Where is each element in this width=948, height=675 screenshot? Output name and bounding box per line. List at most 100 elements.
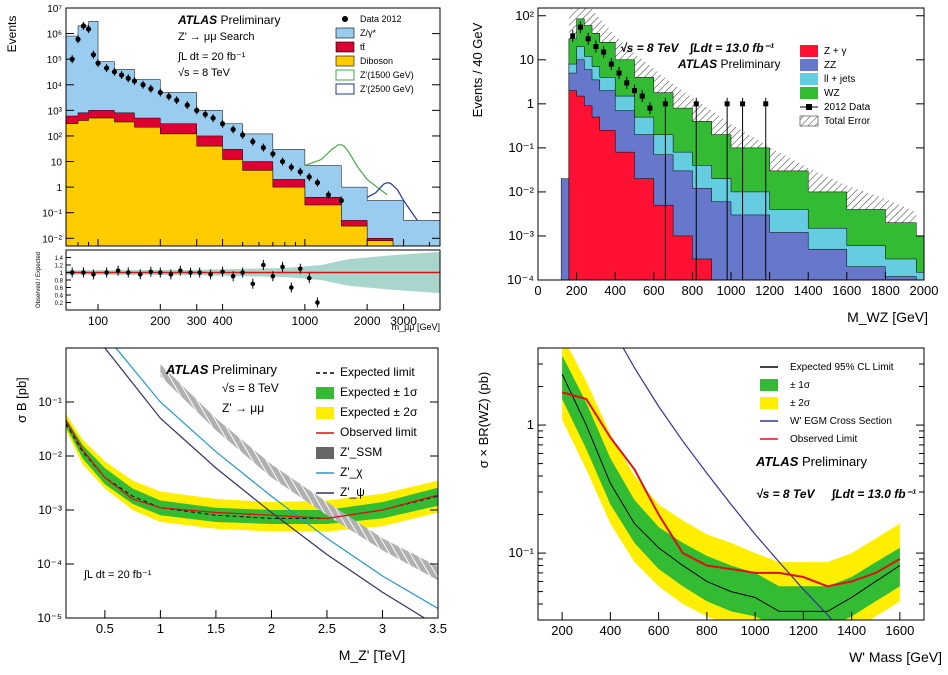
legend: Expected 95% CL Limit ± 1σ ± 2σ W' EGM Cros… <box>760 362 894 445</box>
y-axis-label: Events <box>5 16 19 53</box>
x-tick-label: 3 <box>379 621 386 636</box>
egm-cross-section-line <box>622 348 833 620</box>
ratio-point <box>91 272 96 277</box>
ratio-point <box>158 270 163 275</box>
x-tick-label: 200 <box>150 314 170 328</box>
data-point <box>338 197 344 204</box>
legend-swatch <box>335 69 355 81</box>
x-tick-label: 1000 <box>292 314 319 328</box>
y-tick-label: 10⁻¹ <box>508 545 534 560</box>
ratio-y-tick-label: 1.2 <box>55 264 64 270</box>
data-point <box>80 23 87 29</box>
signal-Z'(1500 GeV) <box>304 144 388 196</box>
data-point <box>297 169 303 175</box>
legend-label: ZZ <box>824 60 836 71</box>
legend-swatch <box>335 27 355 39</box>
chart-wz-mass: 0 200 400 600 800 1000 1200 1400 1600 1800 2000 10⁻… <box>470 7 938 325</box>
y-tick-label: 10⁻¹ <box>38 395 62 409</box>
data-point <box>202 111 208 117</box>
expected-line <box>561 373 901 612</box>
legend-swatch <box>760 379 778 391</box>
observed-line <box>66 420 438 520</box>
data-point <box>577 24 583 30</box>
legend-label: Expected ± 2σ <box>340 405 418 419</box>
data-point <box>616 70 622 76</box>
legend: Expected limit Expected ± 1σ Expected ± 2σ… <box>316 365 418 499</box>
y-tick-label: 10 <box>51 158 63 169</box>
ssm-band-hatch <box>160 364 438 581</box>
data-point <box>230 126 236 133</box>
ratio-point <box>125 270 131 275</box>
data-point <box>624 80 630 86</box>
data-point <box>219 121 226 127</box>
plot-area <box>66 21 440 246</box>
annotation: √s = 8 TeV <box>620 41 680 55</box>
ratio-point <box>197 270 202 275</box>
data-point <box>288 164 294 170</box>
ratio-point <box>297 266 303 272</box>
data-point <box>104 65 110 71</box>
y-tick-label: 1 <box>527 96 534 111</box>
data-point <box>85 26 92 32</box>
x-axis-label: M_WZ [GeV] <box>847 309 928 325</box>
plot-area <box>561 348 901 620</box>
plot-frame <box>537 347 925 621</box>
data-point <box>763 101 769 107</box>
legend-swatch <box>316 387 334 399</box>
data-point <box>157 89 163 96</box>
band-1sigma <box>66 418 438 525</box>
y-tick-label: 10 <box>520 52 534 67</box>
data-point <box>194 107 200 113</box>
ratio-point <box>168 272 174 277</box>
stack-Z + γ <box>568 90 731 280</box>
data-point <box>125 75 131 81</box>
data-point <box>119 72 125 78</box>
ratio-point <box>250 281 256 287</box>
legend-label: 2012 Data <box>824 102 871 113</box>
data-point <box>647 105 653 111</box>
x-tick-label: 1200 <box>789 623 818 638</box>
ratio-point <box>289 285 294 290</box>
x-tick-label: 800 <box>696 623 718 638</box>
data-point <box>75 36 81 42</box>
y-tick-label: 10⁻² <box>508 184 534 199</box>
legend-swatch <box>800 73 818 85</box>
y-tick-label: 10⁻² <box>38 449 62 463</box>
x-tick-label: 1800 <box>871 283 900 298</box>
data-point <box>639 93 645 99</box>
legend-swatch <box>342 16 348 22</box>
y-axis-label: Events / 40 GeV <box>470 22 485 117</box>
legend-swatch <box>335 83 355 95</box>
legend-label: ± 1σ <box>790 380 811 391</box>
ratio-point <box>81 270 86 275</box>
legend-label: Z'(1500 GeV) <box>360 70 414 80</box>
y-tick-label: 10⁻⁴ <box>37 557 62 571</box>
x-tick-label: 0 <box>534 283 541 298</box>
ratio-y-tick-label: 1.4 <box>55 256 64 262</box>
data-point <box>662 101 668 107</box>
stack-Diboson <box>66 117 394 246</box>
atlas-label: ATLAS Preliminary <box>177 13 280 27</box>
annotation: Z' → μμ Search <box>178 31 255 43</box>
legend-label: Expected limit <box>340 365 415 379</box>
ratio-point <box>69 270 75 275</box>
y-axis-label: σ × BR(WZ) (pb) <box>476 372 491 469</box>
data-point <box>210 115 216 121</box>
legend-swatch <box>335 55 355 67</box>
data-point <box>111 69 118 75</box>
y-tick-label: 1 <box>527 417 534 432</box>
y-axis-label: σ B [pb] <box>14 377 29 423</box>
legend-swatch <box>800 59 818 71</box>
plot-area <box>66 348 438 618</box>
x-tick-label: 800 <box>682 283 704 298</box>
x-tick-label: 400 <box>600 623 622 638</box>
annotation: ∫Ldt = 13.0 fb⁻¹ <box>689 41 774 55</box>
x-tick-label: 1.5 <box>207 621 225 636</box>
x-tick-label: 1000 <box>741 623 770 638</box>
ratio-point <box>270 273 276 279</box>
x-tick-label: 1400 <box>837 623 866 638</box>
data-point <box>166 93 172 100</box>
x-tick-label: 1600 <box>885 623 914 638</box>
